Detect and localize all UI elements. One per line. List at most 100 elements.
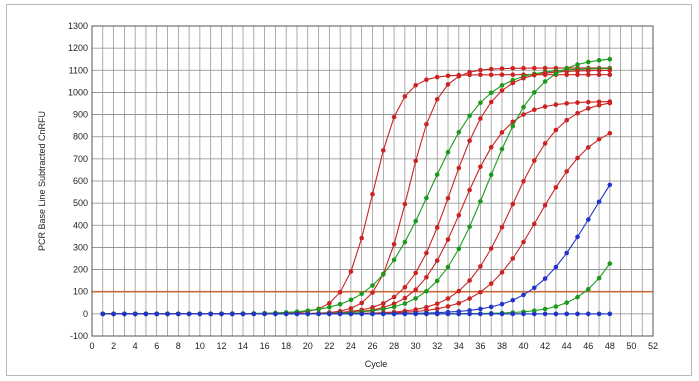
x-tick-label: 46	[583, 341, 593, 351]
data-point	[553, 71, 559, 76]
data-point	[596, 137, 602, 142]
data-point	[607, 261, 613, 266]
data-point	[596, 68, 602, 73]
data-point	[510, 256, 516, 261]
grid	[91, 25, 654, 337]
axes: -100010020030040050060070080090010001100…	[68, 21, 658, 351]
data-point	[381, 148, 386, 153]
data-point	[521, 179, 526, 184]
pcr-amplification-chart: -100010020030040050060070080090010001100…	[37, 21, 658, 369]
x-tick-label: 6	[154, 341, 159, 351]
data-point	[391, 241, 397, 247]
x-tick-label: 36	[475, 341, 485, 351]
data-point	[251, 311, 257, 317]
data-point	[553, 264, 559, 270]
data-point	[283, 311, 289, 317]
data-point	[370, 283, 375, 288]
data-point	[488, 311, 494, 317]
data-point	[327, 311, 332, 317]
data-point	[488, 304, 494, 310]
data-point	[575, 294, 580, 300]
data-point	[467, 296, 472, 301]
data-point	[542, 311, 548, 317]
data-point	[575, 72, 580, 77]
data-point	[445, 195, 451, 201]
data-point	[467, 311, 472, 317]
data-point	[456, 74, 462, 79]
data-point	[607, 68, 613, 73]
x-tick-label: 44	[562, 341, 572, 351]
data-point	[402, 239, 408, 245]
data-point	[186, 311, 192, 317]
data-point	[445, 73, 451, 79]
data-point	[499, 72, 505, 77]
data-point	[456, 165, 462, 171]
data-point	[359, 235, 365, 241]
data-point	[348, 269, 354, 274]
data-point	[143, 311, 149, 317]
data-point	[348, 297, 354, 303]
x-tick-label: 12	[216, 341, 226, 351]
data-point	[521, 104, 526, 110]
data-point	[499, 224, 505, 230]
data-point	[499, 301, 505, 307]
data-point	[575, 155, 580, 161]
data-point	[564, 169, 569, 174]
data-point	[402, 201, 408, 207]
data-point	[499, 311, 505, 317]
data-point	[596, 102, 602, 108]
data-point	[381, 311, 386, 317]
x-tick-label: 52	[648, 341, 658, 351]
data-point	[445, 304, 451, 309]
x-tick-label: 10	[195, 341, 205, 351]
data-point	[370, 192, 375, 197]
data-point	[607, 72, 613, 77]
data-point	[542, 65, 548, 71]
data-point	[445, 149, 451, 155]
data-point	[402, 301, 408, 306]
y-tick-label: 0	[83, 309, 88, 319]
data-point	[478, 72, 483, 78]
data-point	[488, 172, 494, 178]
data-point	[586, 106, 591, 111]
data-point	[348, 311, 354, 317]
data-point	[575, 311, 580, 317]
data-point	[413, 296, 419, 301]
chart-frame: -100 0 100 200 300 400 500 600 700 800 900 1000 1100…	[6, 4, 692, 376]
data-point	[499, 146, 505, 152]
y-tick-label: 100	[73, 287, 88, 297]
data-point	[262, 311, 267, 317]
data-point	[456, 288, 462, 294]
data-point	[521, 239, 526, 245]
data-point	[413, 158, 419, 164]
data-point	[445, 82, 451, 87]
data-point	[467, 69, 472, 75]
y-tick-label: 200	[73, 265, 88, 275]
data-point	[456, 300, 462, 306]
data-point	[510, 123, 516, 129]
data-point	[607, 100, 613, 106]
y-tick-label: 1100	[69, 65, 88, 75]
data-point	[467, 224, 472, 229]
data-point	[542, 202, 548, 208]
data-point	[337, 289, 343, 295]
data-point	[488, 66, 494, 72]
data-point	[445, 296, 451, 301]
data-point	[391, 311, 397, 317]
data-point	[596, 58, 602, 63]
data-point	[499, 130, 505, 135]
x-tick-label: 2	[111, 341, 116, 351]
data-point	[586, 72, 591, 77]
data-point	[381, 272, 386, 277]
data-point	[532, 158, 537, 163]
data-point	[467, 278, 472, 283]
series-12	[100, 311, 613, 317]
data-point	[434, 258, 440, 263]
data-point	[607, 182, 613, 188]
data-point	[434, 278, 440, 284]
data-point	[586, 217, 591, 222]
data-point	[424, 304, 429, 310]
x-tick-label: 22	[324, 341, 334, 351]
data-point	[586, 99, 591, 105]
data-point	[510, 201, 516, 207]
